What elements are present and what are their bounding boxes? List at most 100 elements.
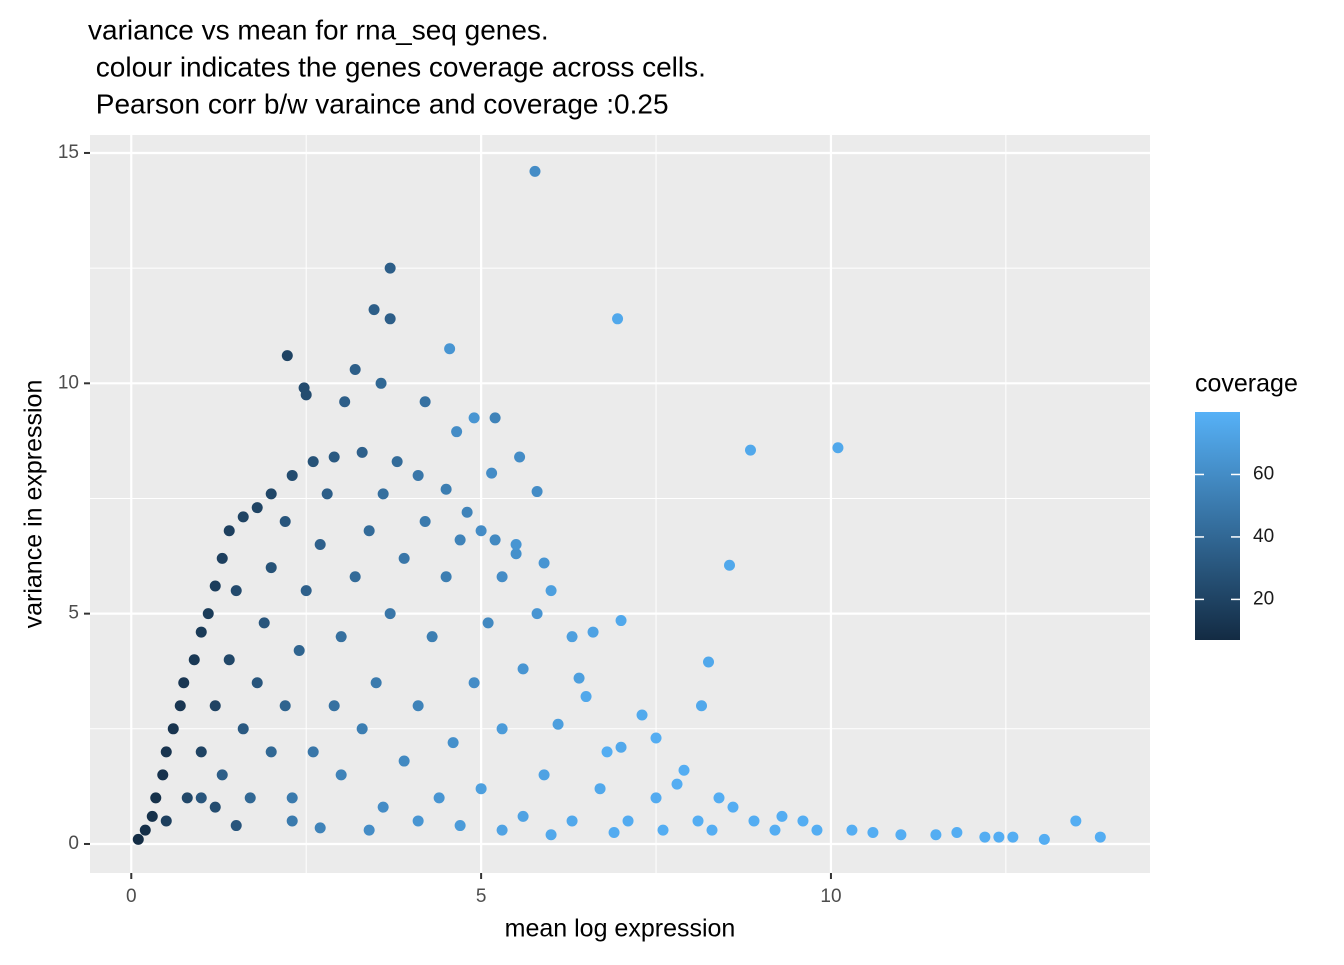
point [300, 585, 312, 597]
point [951, 826, 963, 838]
point [237, 723, 249, 735]
y-tick-label: 0 [68, 833, 79, 854]
point [489, 534, 501, 546]
point [286, 815, 298, 827]
point [281, 350, 293, 362]
y-tick-label: 15 [58, 142, 79, 163]
point [167, 723, 179, 735]
point [209, 801, 221, 813]
y-axis-label: variance in expression [20, 380, 48, 629]
point [286, 792, 298, 804]
point [339, 396, 351, 408]
point [671, 778, 683, 790]
point [573, 672, 585, 684]
point [426, 631, 438, 643]
point [230, 820, 242, 832]
point [538, 557, 550, 569]
point [703, 656, 715, 668]
point [356, 723, 368, 735]
point [375, 377, 387, 389]
point [1038, 833, 1050, 845]
point [251, 502, 263, 514]
point [363, 525, 375, 537]
point [300, 389, 312, 401]
point [160, 746, 172, 758]
point [468, 677, 480, 689]
point [209, 700, 221, 712]
point [930, 829, 942, 841]
y-tick-label: 5 [68, 603, 79, 624]
point [384, 608, 396, 620]
point [195, 746, 207, 758]
point [412, 815, 424, 827]
point [867, 826, 879, 838]
point [223, 654, 235, 666]
point [510, 548, 522, 560]
point [615, 741, 627, 753]
point [454, 534, 466, 546]
point [776, 810, 788, 822]
point [412, 469, 424, 481]
point [713, 792, 725, 804]
point [286, 469, 298, 481]
point [769, 824, 781, 836]
point [202, 608, 214, 620]
point [846, 824, 858, 836]
point [454, 820, 466, 832]
colorbar-label: 20 [1253, 588, 1274, 609]
point [139, 824, 151, 836]
point [433, 792, 445, 804]
point [440, 571, 452, 583]
point [538, 769, 550, 781]
point [601, 746, 613, 758]
point [314, 822, 326, 834]
colorbar [1195, 412, 1240, 640]
point [216, 552, 228, 564]
point [174, 700, 186, 712]
point [265, 746, 277, 758]
point [531, 608, 543, 620]
point [475, 525, 487, 537]
point [1070, 815, 1082, 827]
point [349, 363, 361, 375]
colorbar-label: 60 [1253, 463, 1274, 484]
title-line: Pearson corr b/w varaince and coverage :… [88, 88, 669, 119]
point [468, 412, 480, 424]
point [150, 792, 162, 804]
point [265, 488, 277, 500]
point [419, 516, 431, 528]
point [146, 810, 158, 822]
point [419, 396, 431, 408]
point [587, 626, 599, 638]
point [496, 723, 508, 735]
point [265, 562, 277, 574]
point [209, 580, 221, 592]
point [482, 617, 494, 629]
point [744, 444, 756, 456]
point [279, 700, 291, 712]
point [181, 792, 193, 804]
point [384, 262, 396, 274]
point [615, 615, 627, 627]
point [195, 626, 207, 638]
plot-panel [90, 135, 1150, 873]
point [993, 831, 1005, 843]
point [314, 539, 326, 551]
point [692, 815, 704, 827]
point [335, 631, 347, 643]
point [398, 755, 410, 767]
point [727, 801, 739, 813]
point [723, 559, 735, 571]
point [678, 764, 690, 776]
point [580, 691, 592, 703]
point [384, 313, 396, 325]
point [377, 488, 389, 500]
point [328, 451, 340, 463]
point [237, 511, 249, 523]
point [566, 815, 578, 827]
point [195, 792, 207, 804]
point [622, 815, 634, 827]
point [612, 313, 624, 325]
point [216, 769, 228, 781]
legend-title: coverage [1195, 370, 1298, 398]
